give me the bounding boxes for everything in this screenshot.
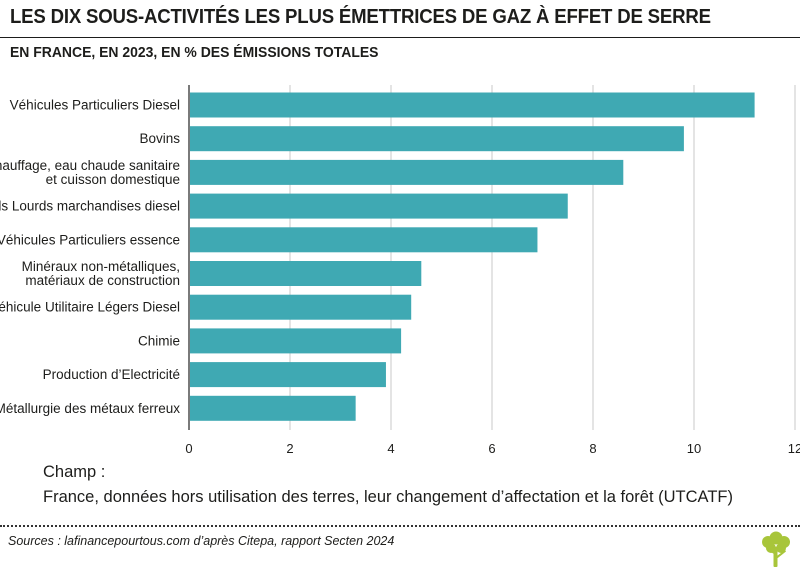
bar [190,328,402,354]
bar [190,193,568,219]
chart-subtitle: EN FRANCE, EN 2023, EN % DES ÉMISSIONS T… [10,44,379,61]
x-tick-label: 10 [687,441,701,456]
scope-note: Champ : France, données hors utilisation… [43,460,733,510]
x-tick-label: 2 [286,441,293,456]
category-label: Minéraux non-métalliques, matériaux de co… [22,259,180,288]
scope-note-heading: Champ : [43,463,106,481]
x-tick-label: 6 [488,441,495,456]
category-label: Chimie [138,333,180,348]
category-label: Chauffage, eau chaude sanitaire et cuisso… [0,158,180,187]
bar [190,92,755,118]
tree-icon [762,531,790,567]
scope-note-text: France, données hors utilisation des ter… [43,488,733,506]
chart-title: LES DIX SOUS-ACTIVITÉS LES PLUS ÉMETTRIC… [10,6,711,28]
x-tick-label: 4 [387,441,394,456]
category-label: Bovins [139,131,180,146]
x-tick-label: 12 [788,441,800,456]
x-tick-label: 8 [589,441,596,456]
footer-divider [0,525,800,527]
category-label: Véhicules Particuliers essence [0,232,180,247]
bar [190,362,386,388]
bar [190,294,412,320]
category-label: Véhicules Particuliers Diesel [10,98,180,113]
category-label: Production d’Electricité [43,367,180,382]
category-label: Poids Lourds marchandises diesel [0,199,180,214]
category-label: Véhicule Utilitaire Légers Diesel [0,300,180,315]
category-labels: Véhicules Particuliers Diesel Bovins Chauf… [0,98,180,416]
bar [190,126,684,152]
bars [190,92,755,421]
x-axis-ticks: 0 2 4 6 8 10 12 [185,441,800,456]
bar-chart: Véhicules Particuliers Diesel Bovins Chauf… [0,85,800,456]
source-text: Sources : lafinancepourtous.com d’après … [8,534,395,548]
bar [190,227,538,253]
category-label: Métallurgie des métaux ferreux [0,401,180,416]
bar [190,395,356,421]
x-tick-label: 0 [185,441,192,456]
title-divider [0,37,800,38]
bar [190,261,422,286]
bar [190,159,624,185]
